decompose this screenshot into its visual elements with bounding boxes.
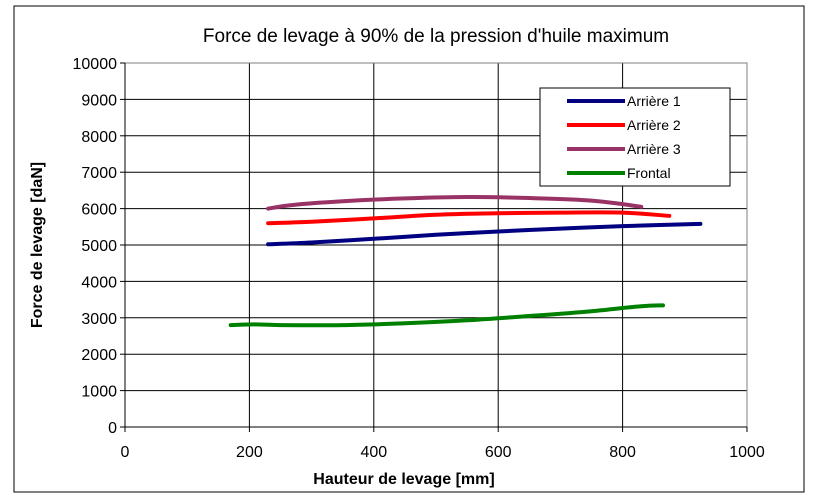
x-axis-label: Hauteur de levage [mm] bbox=[313, 471, 494, 488]
y-tick-label: 5000 bbox=[81, 238, 117, 255]
axes: 0100020003000400050006000700080009000100… bbox=[73, 56, 765, 461]
y-tick-label: 6000 bbox=[81, 202, 117, 219]
y-axis-label: Force de levage [daN] bbox=[29, 162, 46, 328]
legend: Arrière 1 Arrière 2 Arrière 3 Frontal bbox=[539, 87, 731, 187]
chart-title: Force de levage à 90% de la pression d'h… bbox=[203, 26, 669, 47]
x-tick-label: 800 bbox=[609, 444, 636, 461]
x-tick-label: 400 bbox=[360, 444, 387, 461]
y-tick-label: 10000 bbox=[73, 56, 118, 73]
legend-entry: Frontal bbox=[627, 165, 671, 181]
y-tick-label: 1000 bbox=[81, 384, 117, 401]
x-tick-label: 600 bbox=[485, 444, 512, 461]
y-tick-label: 7000 bbox=[81, 165, 117, 182]
grid bbox=[125, 63, 747, 427]
series-line-arriere-3 bbox=[266, 194, 644, 211]
legend-entry: Arrière 2 bbox=[627, 117, 681, 133]
legend-entry: Arrière 1 bbox=[627, 93, 681, 109]
legend-box bbox=[539, 87, 731, 187]
series-line-arriere-2 bbox=[266, 210, 672, 226]
y-tick-label: 8000 bbox=[81, 129, 117, 146]
series-line-frontal bbox=[228, 303, 665, 328]
y-tick-label: 0 bbox=[108, 420, 117, 437]
x-tick-label: 200 bbox=[236, 444, 263, 461]
y-tick-label: 9000 bbox=[81, 92, 117, 109]
series-lines bbox=[228, 194, 703, 328]
series-line-arriere-1 bbox=[266, 221, 703, 247]
y-tick-label: 4000 bbox=[81, 274, 117, 291]
y-tick-label: 2000 bbox=[81, 347, 117, 364]
x-tick-label: 1000 bbox=[729, 444, 765, 461]
legend-entry: Arrière 3 bbox=[627, 141, 681, 157]
y-tick-label: 3000 bbox=[81, 311, 117, 328]
x-tick-label: 0 bbox=[121, 444, 130, 461]
